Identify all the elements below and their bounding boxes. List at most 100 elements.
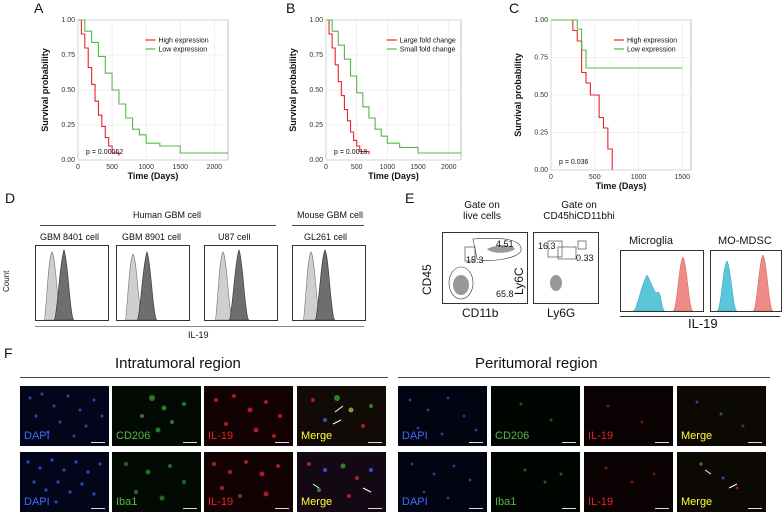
x-tick-label: 1500 bbox=[410, 164, 426, 171]
panel-e-hist-axis bbox=[620, 316, 780, 317]
panel-b-chart: 0.00 0.25 0.50 0.75 1.00 0 500 1000 1500 2000 Larg… bbox=[288, 17, 462, 181]
x-tick-label: 0 bbox=[76, 164, 80, 171]
scale-bar bbox=[275, 508, 289, 509]
scale-bar bbox=[275, 442, 289, 443]
cell-label-3: U87 cell bbox=[218, 232, 251, 242]
peri-r2-dapi-texture bbox=[410, 462, 472, 500]
facs1-ylabel: CD45 bbox=[420, 264, 434, 295]
histogram-gbm8901 bbox=[116, 245, 190, 321]
peri-r2-merge-texture bbox=[699, 462, 739, 490]
intra-r1-dapi-texture bbox=[28, 392, 104, 438]
intra-r2-merge-texture bbox=[307, 462, 373, 498]
y-tick-label: 1.00 bbox=[534, 17, 548, 24]
facs2-value-1: 16.3 bbox=[538, 241, 556, 251]
intratumoral-line bbox=[20, 377, 388, 378]
gate2-line1: Gate on bbox=[561, 200, 597, 211]
y-tick-label: 0.50 bbox=[534, 92, 548, 99]
peri-r1-merge-texture bbox=[695, 400, 745, 428]
panel-f-letter: F bbox=[4, 345, 13, 361]
panel-a-chart: 0.00 0.25 0.50 0.75 1.00 0 500 1000 1500 2000 High… bbox=[40, 17, 229, 181]
y-tick-label: 0.00 bbox=[309, 157, 323, 164]
intra-r2-iba1: Iba1 bbox=[112, 452, 201, 512]
series-line-2 bbox=[326, 19, 461, 154]
cell-label-4: GL261 cell bbox=[304, 232, 348, 242]
histogram-u87 bbox=[204, 245, 278, 321]
x-tick-label: 500 bbox=[106, 164, 118, 171]
intra-r1-merge: Merge bbox=[297, 386, 386, 446]
panel-b-letter: B bbox=[286, 0, 296, 16]
intra-r2-dapi-label: DAPI bbox=[24, 496, 50, 508]
group-mouse-line bbox=[292, 225, 364, 226]
intra-r2-merge-label: Merge bbox=[301, 496, 333, 508]
histogram-u87-curves bbox=[214, 249, 250, 321]
peri-r2-iba1-texture bbox=[523, 468, 563, 484]
p-value: p = 0.036 bbox=[559, 159, 588, 166]
y-tick-label: 0.50 bbox=[309, 87, 323, 94]
peri-r1-dapi-label: DAPI bbox=[402, 430, 428, 442]
panel-a-letter: A bbox=[34, 0, 44, 16]
facs-plot-cd45-cd11b-dots bbox=[448, 238, 522, 300]
y-tick-label: 0.75 bbox=[61, 52, 75, 59]
x-axis-title: Time (Days) bbox=[368, 171, 419, 181]
legend-label: High expression bbox=[159, 38, 209, 45]
y-tick-label: 0.75 bbox=[534, 55, 548, 62]
x-tick-label: 1000 bbox=[380, 164, 396, 171]
cell-label-2: GBM 8901 cell bbox=[122, 232, 182, 242]
x-tick-label: 0 bbox=[324, 164, 328, 171]
peri-r1-il19: IL-19 bbox=[584, 386, 673, 446]
intra-r2-iba1-texture bbox=[124, 462, 186, 501]
intra-r2-dapi: DAPI bbox=[20, 452, 109, 512]
peri-r1-cd206-label: CD206 bbox=[495, 430, 530, 442]
p-value: p = 0.00062 bbox=[86, 149, 123, 156]
panel-d-ylabel: Count bbox=[2, 270, 11, 292]
scale-bar bbox=[748, 442, 762, 443]
facs2-xlabel: Ly6G bbox=[547, 306, 576, 320]
panel-c-chart: 0.00 0.25 0.50 0.75 1.00 0 500 1000 1500 High exp… bbox=[513, 17, 692, 191]
panel-d-xlabel: IL-19 bbox=[188, 330, 209, 340]
facs-plot-cd45-cd11b: 15.3 4.51 65.8 bbox=[442, 232, 528, 304]
legend-label: Low expression bbox=[159, 47, 208, 54]
x-tick-label: 1000 bbox=[138, 164, 154, 171]
panel-e-hist-xlabel: IL-19 bbox=[688, 316, 718, 331]
intra-r1-cd206: CD206 bbox=[112, 386, 201, 446]
histogram-microglia bbox=[620, 250, 704, 312]
scale-bar bbox=[368, 442, 382, 443]
p-value: p = 0.0018 bbox=[334, 149, 367, 156]
intra-r2-dapi-texture bbox=[26, 458, 102, 504]
peri-r2-iba1: Iba1 bbox=[491, 452, 580, 512]
series-line-1 bbox=[551, 19, 613, 170]
scale-bar bbox=[562, 442, 576, 443]
x-tick-label: 500 bbox=[589, 174, 601, 181]
facs-plot-ly6c-ly6g: 16.3 0.33 bbox=[533, 232, 599, 304]
x-tick-label: 2000 bbox=[207, 164, 223, 171]
y-tick-label: 0.50 bbox=[61, 87, 75, 94]
peri-r1-cd206-texture bbox=[519, 402, 553, 422]
gate2-line2: CD45hiCD11bhi bbox=[543, 211, 615, 222]
intra-r1-dapi-label: DAPI bbox=[24, 430, 50, 442]
group-human-line bbox=[40, 225, 276, 226]
facs2-ylabel: Ly6C bbox=[512, 267, 526, 295]
scale-bar bbox=[91, 508, 105, 509]
gate1-line1: Gate on bbox=[464, 200, 500, 211]
peri-r2-merge-label: Merge bbox=[681, 496, 713, 508]
histogram-mo-mdsc-curves bbox=[716, 254, 774, 312]
facs2-value-2: 0.33 bbox=[576, 253, 594, 263]
series-line-2 bbox=[551, 19, 683, 69]
facs1-value-3: 65.8 bbox=[496, 289, 514, 299]
gate1-line2: live cells bbox=[463, 211, 501, 222]
scale-bar bbox=[469, 508, 483, 509]
y-tick-label: 1.00 bbox=[309, 17, 323, 24]
peri-r2-il19-texture bbox=[604, 466, 656, 484]
facs-plot-ly6c-ly6g-dots bbox=[547, 240, 587, 291]
peri-r1-merge-label: Merge bbox=[681, 430, 713, 442]
y-axis-title: Survival probability bbox=[513, 53, 523, 137]
y-axis-title: Survival probability bbox=[288, 48, 298, 132]
gate1-label: Gate on live cells bbox=[452, 200, 512, 222]
scale-bar bbox=[183, 508, 197, 509]
histogram-gbm8901-curves bbox=[124, 251, 158, 321]
panel-e-letter: E bbox=[405, 190, 415, 206]
panel-d-xaxis-line bbox=[35, 326, 364, 327]
x-axis-title: Time (Days) bbox=[596, 181, 647, 191]
hist-title-mo-mdsc: MO-MDSC bbox=[718, 235, 772, 247]
peri-r2-il19-label: IL-19 bbox=[588, 496, 614, 508]
